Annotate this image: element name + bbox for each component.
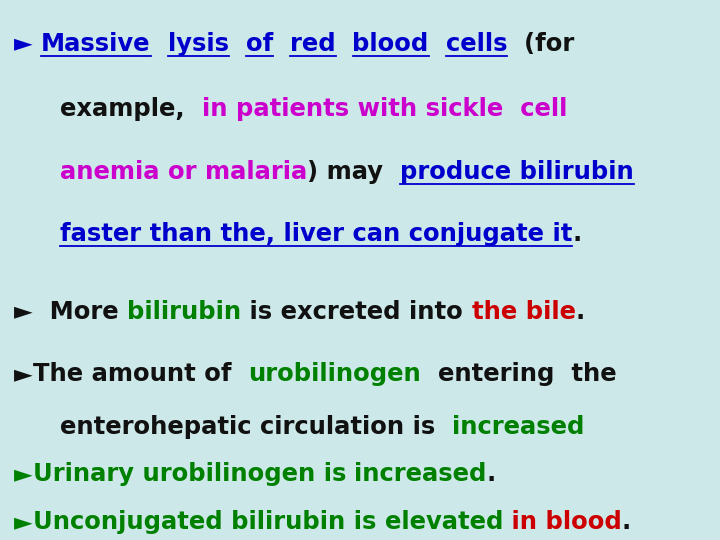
Text: .: . <box>575 300 585 324</box>
Text: cells: cells <box>446 32 508 56</box>
Text: lysis: lysis <box>168 32 229 56</box>
Text: in patients with sickle  cell: in patients with sickle cell <box>202 97 567 121</box>
Text: ►: ► <box>14 510 32 534</box>
Text: ►  More: ► More <box>14 300 127 324</box>
Text: Urinary urobilinogen is: Urinary urobilinogen is <box>32 462 354 486</box>
Text: red: red <box>290 32 336 56</box>
Text: is excreted into: is excreted into <box>241 300 472 324</box>
Text: ►: ► <box>14 462 32 486</box>
Text: example,: example, <box>60 97 202 121</box>
Text: produce bilirubin: produce bilirubin <box>400 160 634 184</box>
Text: blood: blood <box>353 32 428 56</box>
Text: faster than the, liver can conjugate it: faster than the, liver can conjugate it <box>60 222 572 246</box>
Text: .: . <box>621 510 631 534</box>
Text: bilirubin: bilirubin <box>127 300 241 324</box>
Text: ) may: ) may <box>307 160 400 184</box>
Text: (for: (for <box>508 32 575 56</box>
Text: .: . <box>487 462 496 486</box>
Text: ►: ► <box>14 32 41 56</box>
Text: increased: increased <box>354 462 487 486</box>
Text: .: . <box>572 222 582 246</box>
Text: Massive: Massive <box>41 32 150 56</box>
Text: elevated: elevated <box>384 510 503 534</box>
Text: entering  the: entering the <box>421 362 616 386</box>
Text: in blood: in blood <box>503 510 621 534</box>
Text: enterohepatic circulation is: enterohepatic circulation is <box>60 415 452 439</box>
Text: increased: increased <box>452 415 585 439</box>
Text: The amount of: The amount of <box>32 362 248 386</box>
Text: urobilinogen: urobilinogen <box>248 362 421 386</box>
Text: the bile: the bile <box>472 300 575 324</box>
Text: Unconjugated bilirubin is: Unconjugated bilirubin is <box>32 510 384 534</box>
Text: of: of <box>246 32 273 56</box>
Text: anemia or malaria: anemia or malaria <box>60 160 307 184</box>
Text: ►: ► <box>14 362 32 386</box>
